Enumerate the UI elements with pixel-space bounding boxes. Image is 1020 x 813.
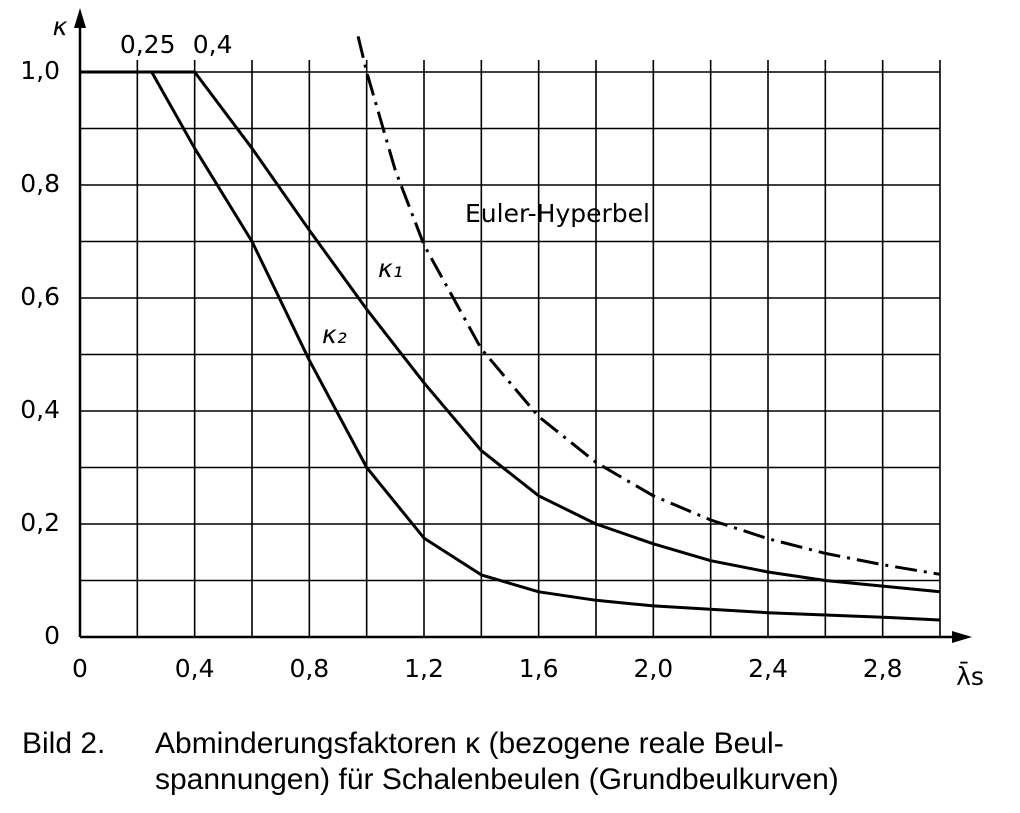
y-tick-label: 0,6 [20, 282, 60, 311]
x-tick-label: 2,8 [863, 654, 903, 683]
x-tick-label: 1,6 [519, 654, 559, 683]
x-tick-label: 1,2 [404, 654, 444, 683]
series-line [80, 70, 941, 594]
series-label: Euler-Hyperbel [465, 199, 650, 228]
caption-line: Abminderungsfaktoren κ (bezogene reale B… [155, 727, 784, 760]
series-line [80, 70, 941, 622]
x-tick-label: 0,4 [175, 654, 215, 683]
y-tick-label: 1,0 [20, 56, 60, 85]
top-tick-label: 0,25 [120, 30, 176, 59]
x-tick-label: 0,8 [289, 654, 329, 683]
y-axis-arrow [74, 8, 86, 28]
series-label: κ₂ [322, 320, 347, 349]
x-tick-label: 0 [72, 654, 88, 683]
y-tick-label: 0,2 [20, 508, 60, 537]
y-tick-label: 0,4 [20, 395, 60, 424]
x-axis-label: λ̄s [956, 661, 984, 691]
y-tick-label: 0 [44, 621, 60, 650]
x-axis-arrow [952, 631, 972, 643]
y-axis-label: κ [53, 12, 68, 41]
series-line [356, 36, 941, 576]
caption-line: spannungen) für Schalenbeulen (Grundbeul… [155, 763, 839, 796]
x-tick-label: 2,4 [748, 654, 788, 683]
x-tick-label: 2,0 [633, 654, 673, 683]
series-label: κ₁ [378, 254, 403, 283]
top-tick-label: 0,4 [193, 30, 233, 59]
y-tick-label: 0,8 [20, 169, 60, 198]
caption-number: Bild 2. [22, 727, 105, 760]
